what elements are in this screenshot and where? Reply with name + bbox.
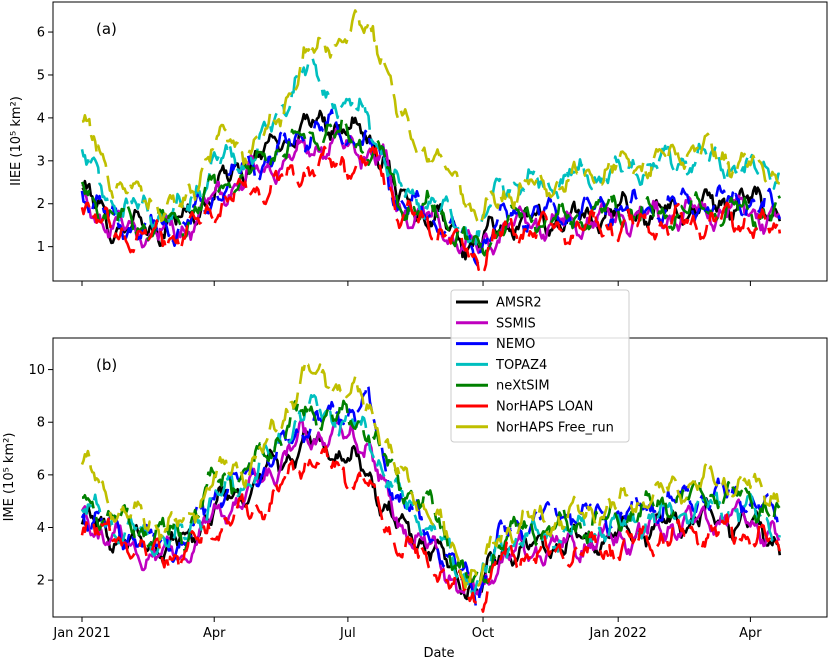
panel-b-xtick-label: Jan 2022	[589, 626, 647, 641]
panel-b-xtick-label: Apr	[203, 626, 226, 641]
panel-b-series-norhaps-loan	[80, 445, 782, 613]
panel-a-ytick-label: 3	[37, 154, 45, 169]
panel-b-xtick-label: Jul	[339, 626, 356, 641]
panel-b-plot-area: 2 4 6 8 10 Jan 2021 Apr Jul Oct Jan 2022 Apr	[28, 360, 782, 641]
panel-b-ytick-label: 6	[37, 468, 45, 483]
panel-b-xtick-label: Oct	[472, 626, 494, 641]
panel-b-frame	[52, 337, 828, 618]
panel-b-series-nemo	[80, 382, 781, 607]
panel-a-ytick-label: 1	[37, 240, 45, 255]
x-axis-label: Date	[423, 646, 454, 658]
panel-b-ime: IME (10⁵ km²) 2 4 6 8 10 Jan 2021 Apr Jul Oct Jan…	[2, 337, 828, 658]
legend-label: NorHAPS LOAN	[496, 400, 593, 415]
panel-a-series-norhaps-loan	[80, 145, 782, 272]
panel-b-ytick-label: 10	[28, 363, 45, 378]
legend-label: TOPAZ4	[495, 358, 547, 373]
panel-b-ylabel: IME (10⁵ km²)	[2, 433, 17, 522]
panel-a-frame	[52, 1, 828, 282]
panel-b-ytick-label: 4	[37, 521, 45, 536]
panel-a-ytick-label: 6	[37, 26, 45, 41]
panel-b-xtick-label: Jan 2021	[52, 626, 110, 641]
legend: AMSR2 SSMIS NEMO TOPAZ4 neXtSIM NorHAPS LOAN N…	[450, 289, 630, 443]
panel-b-ytick-label: 8	[37, 416, 45, 431]
legend-label: SSMIS	[496, 316, 536, 331]
legend-label: neXtSIM	[496, 379, 550, 394]
panel-a-ytick-label: 2	[37, 197, 45, 212]
panel-b-xtick-label: Apr	[739, 626, 762, 641]
legend-label: AMSR2	[496, 296, 542, 311]
panel-b-label: (b)	[96, 356, 117, 374]
legend-label: NorHAPS Free_run	[496, 420, 614, 435]
legend-label: NEMO	[496, 337, 535, 352]
panel-a-iiee: IIEE (10⁵ km²) 1 2 3 4 5 6 (a)	[9, 1, 828, 286]
panel-a-label: (a)	[96, 20, 117, 38]
panel-a-series-nemo	[80, 108, 782, 267]
panel-b-ytick-label: 2	[37, 574, 45, 589]
panel-b-series-norhaps-free-run	[80, 360, 782, 589]
panel-a-plot-area: 1 2 3 4 5 6	[37, 9, 782, 286]
panel-a-series-norhaps-free-run	[81, 9, 780, 226]
panel-a-ylabel: IIEE (10⁵ km²)	[9, 96, 24, 186]
panel-a-ytick-label: 5	[37, 68, 45, 83]
panel-b-series-amsr2	[80, 428, 782, 601]
panel-b-series-topaz4	[80, 394, 782, 599]
panel-a-series-nextsim	[80, 116, 781, 257]
panel-a-ytick-label: 4	[37, 111, 45, 126]
panel-a-series-topaz4	[80, 56, 780, 249]
legend-box	[450, 289, 630, 443]
panel-b-series-ssmis	[80, 418, 781, 596]
